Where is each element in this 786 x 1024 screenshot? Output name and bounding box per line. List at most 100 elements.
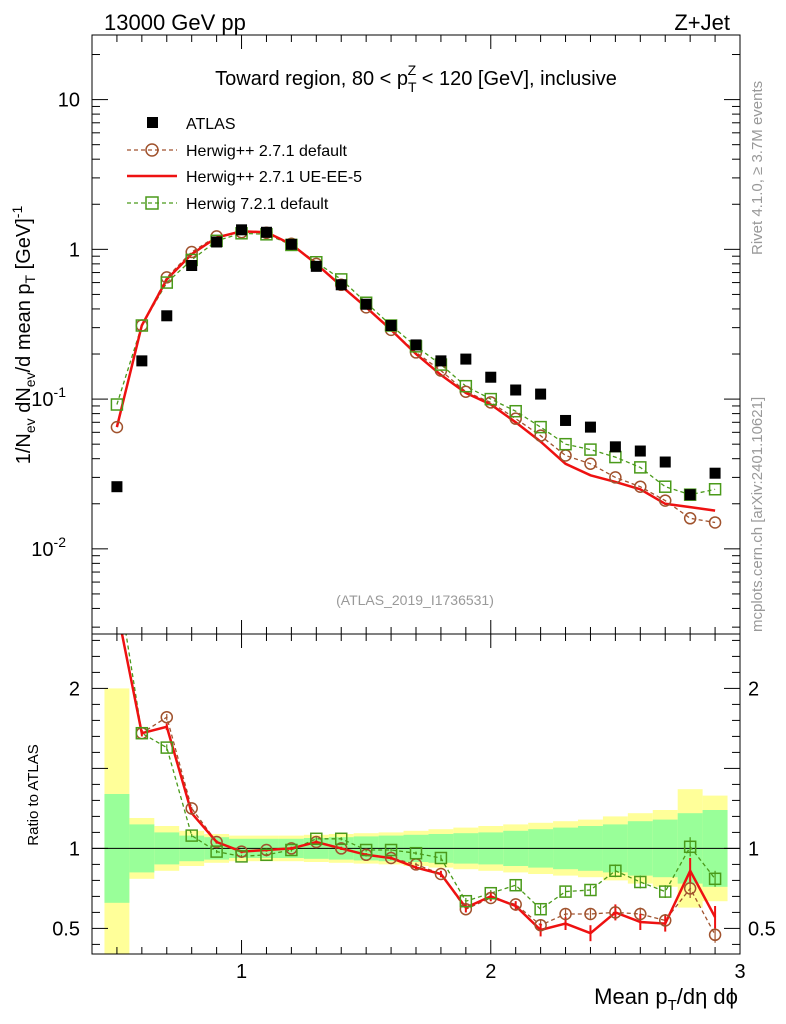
ratio-point-herwig7 xyxy=(509,878,522,892)
main-point-herwigpp-default xyxy=(708,516,722,529)
legend-label-atlas: ATLAS xyxy=(186,116,236,133)
ratio-point-herwig7 xyxy=(708,872,722,886)
main-point-herwigpp-default xyxy=(509,412,522,425)
main-point-atlas xyxy=(584,421,596,433)
ratio-point-herwigpp-default xyxy=(111,603,122,614)
main-panel-title: Toward region, 80 < pTZ < 120 [GeV], inc… xyxy=(215,62,617,95)
ratio-point-herwigpp-default xyxy=(609,906,622,919)
ratio-point-herwig7 xyxy=(634,875,647,889)
ratio-point-herwig7 xyxy=(409,846,423,860)
main-point-atlas xyxy=(161,310,173,322)
legend-marker-herwig7 xyxy=(145,196,159,210)
ratio-point-herwigpp-default xyxy=(683,882,697,895)
main-point-atlas xyxy=(560,414,572,426)
ratio-point-herwigpp-default xyxy=(459,902,473,916)
main-point-herwig7 xyxy=(534,420,547,434)
axes: 1 2 3 10 1 10-1 10-2 2 2 1 1 0.5 0.5 xyxy=(31,34,776,983)
main-y-tick-label: 10 xyxy=(58,90,80,112)
rivet-version-label: Rivet 4.1.0, ≥ 3.7M events xyxy=(749,81,766,255)
x-axis-label: Mean pT/dη dϕ xyxy=(594,984,738,1014)
main-point-herwigpp-default xyxy=(609,471,622,484)
ratio-point-herwig7 xyxy=(658,885,672,898)
main-point-herwig7 xyxy=(160,276,174,289)
main-point-herwig7 xyxy=(110,398,124,411)
main-point-atlas xyxy=(310,260,322,272)
main-point-atlas xyxy=(410,339,422,351)
ratio-point-herwigpp-default xyxy=(434,867,448,881)
ratio-point-herwigpp-default xyxy=(334,842,348,855)
main-point-herwig7 xyxy=(658,480,672,493)
ratio-point-herwig7 xyxy=(359,843,373,857)
main-plot-area xyxy=(110,224,722,529)
main-point-atlas xyxy=(510,384,522,396)
legend-label-herwigpp-default: Herwig++ 2.7.1 default xyxy=(186,143,348,160)
ratio-point-herwig7 xyxy=(609,864,622,878)
ratio-point-herwig7 xyxy=(111,571,122,582)
main-point-atlas xyxy=(111,481,123,493)
main-point-herwigpp-default xyxy=(135,319,149,332)
main-point-atlas xyxy=(260,226,272,238)
main-point-atlas xyxy=(485,371,497,383)
main-line-herwigpp-ueee5 xyxy=(115,230,716,512)
ratio-point-herwigpp-default xyxy=(509,898,522,911)
ratio-point-herwig7 xyxy=(534,902,547,916)
main-point-atlas xyxy=(136,355,148,367)
main-point-herwig7 xyxy=(509,404,522,418)
ratio-point-herwigpp-default xyxy=(160,710,174,724)
header-collision-label: 13000 GeV pp xyxy=(104,10,246,35)
ratio-point-herwigpp-default xyxy=(658,914,672,927)
main-y-tick-label: 10-2 xyxy=(31,534,66,561)
main-point-atlas xyxy=(684,489,696,501)
ratio-y-tick-label-left: 0.5 xyxy=(52,918,80,940)
legend: ATLAS Herwig++ 2.7.1 default Herwig++ 2.… xyxy=(127,116,362,213)
ratio-point-herwig7 xyxy=(434,851,448,865)
ratio-plot-area xyxy=(92,571,740,943)
main-point-atlas xyxy=(634,445,646,457)
ratio-point-herwig7 xyxy=(484,886,498,900)
ratio-point-herwig7 xyxy=(260,848,273,862)
main-point-atlas xyxy=(211,236,223,248)
legend-label-herwig7: Herwig 7.2.1 default xyxy=(186,196,329,213)
ratio-point-herwig7 xyxy=(160,741,174,754)
ratio-y-tick-label-left: 1 xyxy=(69,838,80,860)
ratio-point-herwig7 xyxy=(459,894,473,908)
main-point-atlas xyxy=(435,355,447,367)
ratio-point-herwigpp-default xyxy=(708,928,722,942)
main-point-atlas xyxy=(385,320,397,332)
ratio-point-herwigpp-default xyxy=(384,851,398,865)
ratio-point-herwig7 xyxy=(135,726,149,740)
main-point-herwigpp-default xyxy=(658,494,672,507)
main-point-atlas xyxy=(609,441,621,453)
main-point-atlas xyxy=(236,224,248,236)
main-point-herwig7 xyxy=(484,392,498,406)
main-point-herwigpp-default xyxy=(534,429,547,442)
analysis-id-watermark: (ATLAS_2019_I1736531) xyxy=(336,592,494,608)
ratio-y-axis-label: Ratio to ATLAS xyxy=(25,744,42,845)
x-tick-label: 1 xyxy=(236,961,247,983)
ratio-point-herwig7 xyxy=(310,832,323,846)
x-tick-label: 3 xyxy=(734,961,745,983)
ratio-point-herwig7 xyxy=(210,845,223,858)
ratio-point-herwigpp-default xyxy=(634,907,647,921)
main-point-atlas xyxy=(335,279,347,291)
x-tick-label: 2 xyxy=(485,961,496,983)
legend-marker-atlas xyxy=(147,117,158,128)
legend-entry-herwig7: Herwig 7.2.1 default xyxy=(127,196,329,213)
main-point-herwig7 xyxy=(459,379,473,393)
main-line-herwig7 xyxy=(116,232,716,496)
ratio-point-herwig7 xyxy=(384,843,398,857)
legend-entry-atlas: ATLAS xyxy=(147,116,236,133)
legend-entry-herwigpp-default: Herwig++ 2.7.1 default xyxy=(127,143,348,160)
main-point-atlas xyxy=(186,260,198,272)
legend-label-herwigpp-ueee5: Herwig++ 2.7.1 UE-EE-5 xyxy=(186,169,362,186)
ratio-point-herwig7 xyxy=(559,885,572,898)
mcplots-reference-label: mcplots.cern.ch [arXiv:2401.10621] xyxy=(749,397,766,632)
main-point-herwig7 xyxy=(634,461,647,474)
main-point-herwig7 xyxy=(584,443,597,456)
main-point-herwigpp-default xyxy=(584,457,597,471)
main-point-herwigpp-default xyxy=(484,396,498,409)
ratio-point-herwigpp-default xyxy=(584,907,597,921)
header-process-label: Z+Jet xyxy=(674,10,730,35)
main-point-herwigpp-default xyxy=(110,420,124,434)
